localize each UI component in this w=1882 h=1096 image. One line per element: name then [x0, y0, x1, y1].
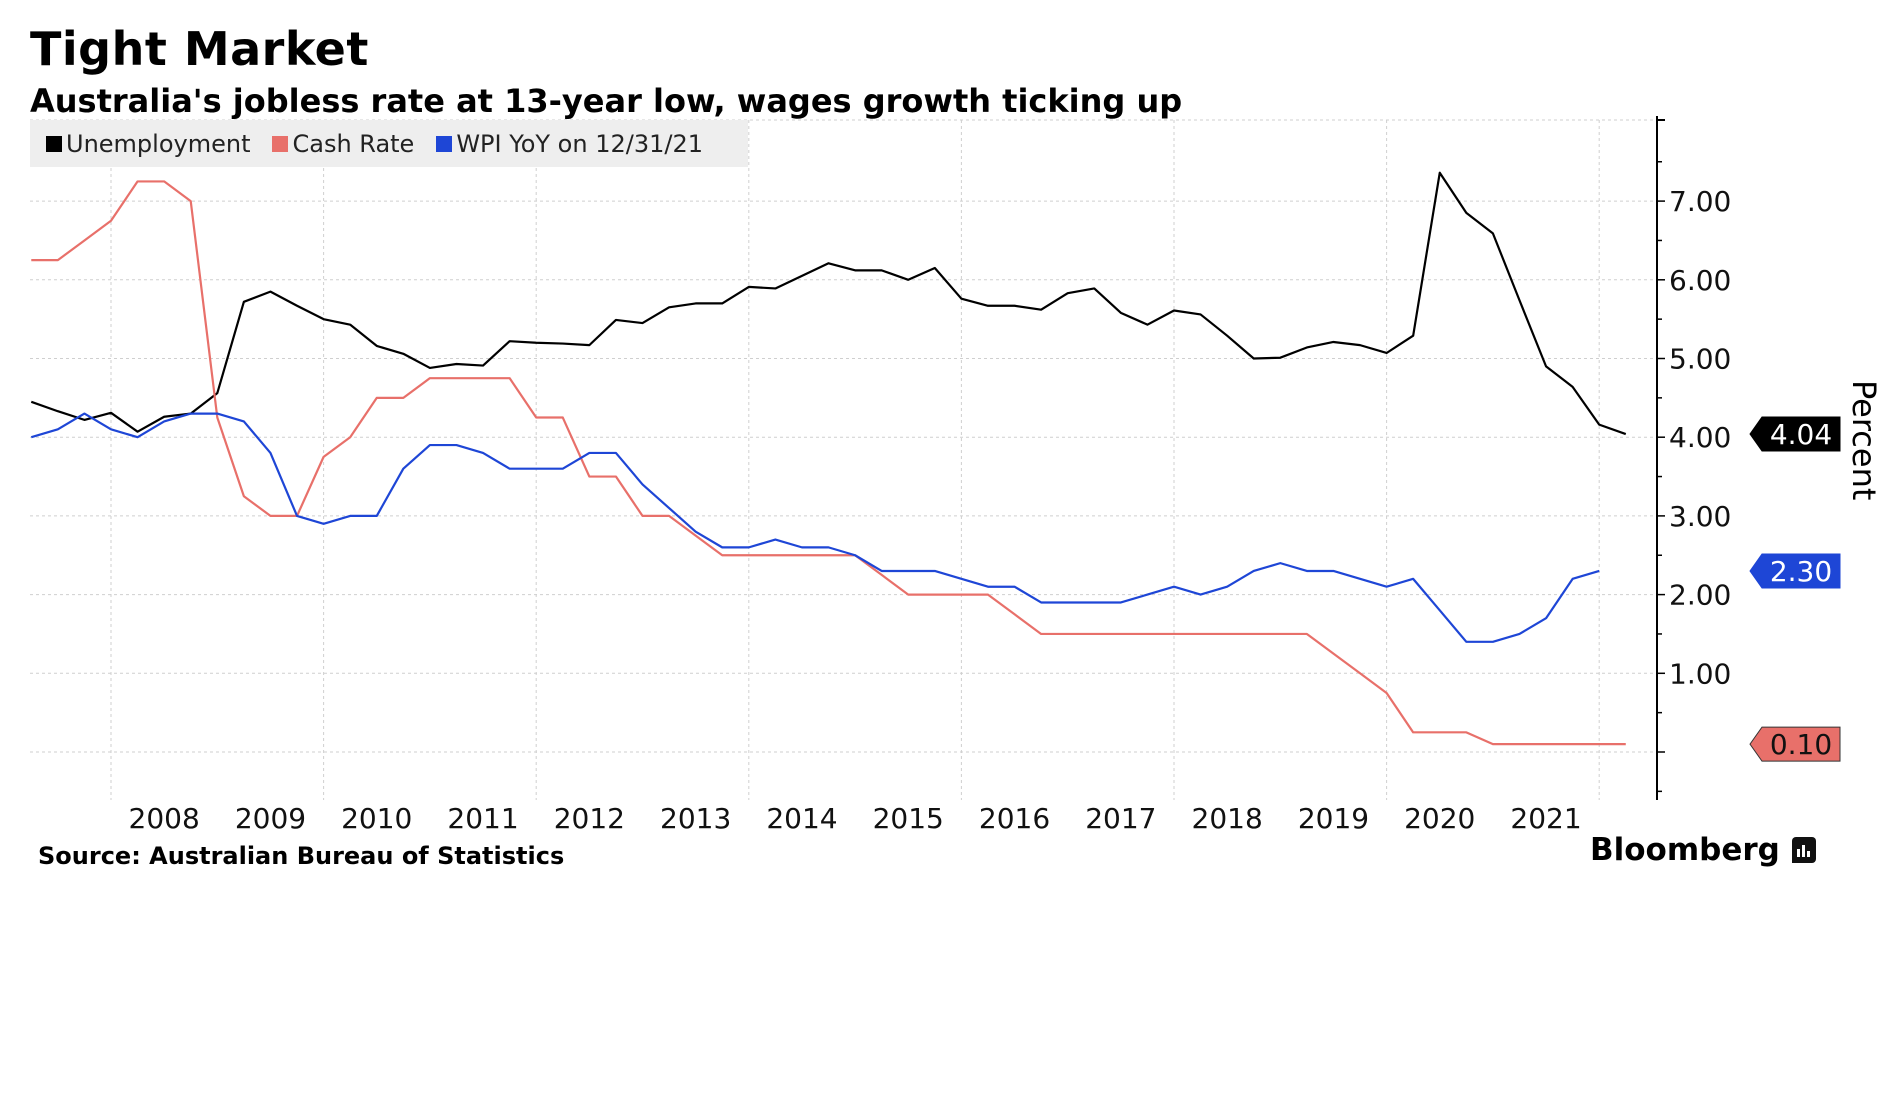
- y-tick-label: 2.00: [1669, 579, 1731, 612]
- chart-subtitle: Australia's jobless rate at 13-year low,…: [30, 82, 1183, 120]
- bloomberg-logo: Bloomberg: [1590, 832, 1816, 868]
- y-tick-label: 6.00: [1669, 264, 1731, 297]
- y-tick-label: 3.00: [1669, 500, 1731, 533]
- legend-label: Unemployment: [66, 129, 251, 158]
- x-tick-label: 2008: [129, 802, 200, 835]
- legend-item-unemployment: Unemployment: [46, 130, 250, 158]
- x-tick-label: 2016: [979, 802, 1050, 835]
- x-tick-label: 2021: [1510, 802, 1581, 835]
- last-value-tag: [1749, 553, 1841, 589]
- y-axis-label: Percent: [1845, 380, 1882, 501]
- x-tick-label: 2017: [1085, 802, 1156, 835]
- legend-swatch: [436, 135, 453, 152]
- last-value-label: 0.10: [1770, 728, 1832, 761]
- last-value-tag: [1749, 416, 1841, 452]
- x-tick-label: 2019: [1298, 802, 1369, 835]
- x-tick-label: 2013: [660, 802, 731, 835]
- legend-label: Cash Rate: [292, 129, 415, 158]
- x-axis: 2008 2009 2010 2011 2012 2013 2014 2015 2016 2017…: [129, 802, 1582, 835]
- x-tick-label: 2012: [554, 802, 625, 835]
- brand-name: Bloomberg: [1590, 832, 1780, 868]
- x-tick-label: 2009: [235, 802, 306, 835]
- source-note: Source: Australian Bureau of Statistics: [38, 842, 565, 870]
- x-tick-label: 2011: [447, 802, 518, 835]
- y-tick-label: 5.00: [1669, 343, 1731, 376]
- x-tick-label: 2018: [1192, 802, 1263, 835]
- series-line-unemployment: [30, 171, 1627, 436]
- chart-title: Tight Market: [30, 22, 369, 76]
- x-tick-label: 2015: [873, 802, 944, 835]
- series-line-wpi: [30, 412, 1600, 643]
- last-value-tags: 4.04 0.10 2.30: [1749, 416, 1841, 762]
- legend-swatch: [46, 135, 62, 152]
- legend-item-wpi: WPI YoY on 12/31/21: [436, 130, 703, 158]
- last-value-tag: [1749, 726, 1841, 762]
- x-tick-label: 2020: [1404, 802, 1475, 835]
- legend-label: WPI YoY on 12/31/21: [456, 129, 703, 158]
- last-value-label: 2.30: [1770, 555, 1832, 588]
- series-lines: [30, 171, 1627, 746]
- y-tick-label: 1.00: [1669, 657, 1731, 690]
- y-axis: 1.00 2.00 3.00 4.00 5.00 6.00 7.00: [1656, 116, 1731, 800]
- bloomberg-chart-icon: [1791, 837, 1816, 863]
- legend-item-cash-rate: Cash Rate: [272, 130, 414, 158]
- y-tick-label: 7.00: [1669, 185, 1731, 218]
- x-tick-label: 2014: [766, 802, 837, 835]
- legend: Unemployment Cash Rate WPI YoY on 12/31/…: [30, 120, 748, 167]
- legend-swatch: [272, 135, 289, 152]
- x-tick-label: 2010: [341, 802, 412, 835]
- y-tick-label: 4.00: [1669, 421, 1731, 454]
- last-value-label: 4.04: [1770, 418, 1832, 451]
